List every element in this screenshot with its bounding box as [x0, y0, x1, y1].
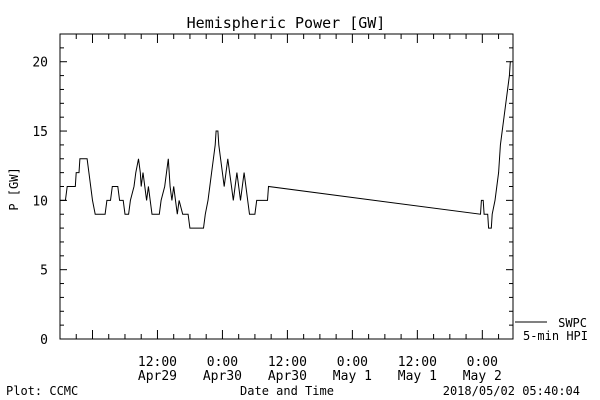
x-tick-label: 12:00 — [138, 355, 177, 370]
y-tick-label: 5 — [40, 264, 48, 279]
series-layer — [60, 61, 512, 229]
x-tick-date-label: May 1 — [333, 369, 372, 384]
plot-frame — [59, 33, 514, 340]
plot-timestamp: 2018/05/02 05:40:04 — [443, 384, 580, 398]
y-axis-label: P [GW] — [7, 167, 21, 210]
legend-series-note: 5-min HPI — [523, 329, 588, 343]
x-tick-label: 0:00 — [207, 355, 238, 370]
x-tick-label: 0:00 — [337, 355, 368, 370]
legend-series-name: SWPC — [558, 316, 587, 330]
x-tick-date-label: May 2 — [463, 369, 502, 384]
y-tick-label: 10 — [32, 194, 48, 209]
x-tick-date-label: Apr30 — [268, 369, 307, 384]
x-tick-date-label: May 1 — [398, 369, 437, 384]
x-tick-date-label: Apr29 — [138, 369, 177, 384]
x-tick-label: 12:00 — [268, 355, 307, 370]
chart-title: Hemispheric Power [GW] — [187, 14, 386, 32]
x-tick-date-label: Apr30 — [203, 369, 242, 384]
x-axis-label: Date and Time — [240, 384, 334, 398]
plot-credit: Plot: CCMC — [6, 384, 78, 398]
x-tick-label: 12:00 — [398, 355, 437, 370]
y-axis: 0 5 10 15 20 — [32, 33, 513, 348]
y-tick-label: 15 — [32, 125, 48, 140]
x-tick-label: 0:00 — [467, 355, 498, 370]
series-line-swpc — [60, 61, 512, 229]
y-tick-label: 20 — [32, 56, 48, 71]
y-tick-label: 0 — [40, 333, 48, 348]
